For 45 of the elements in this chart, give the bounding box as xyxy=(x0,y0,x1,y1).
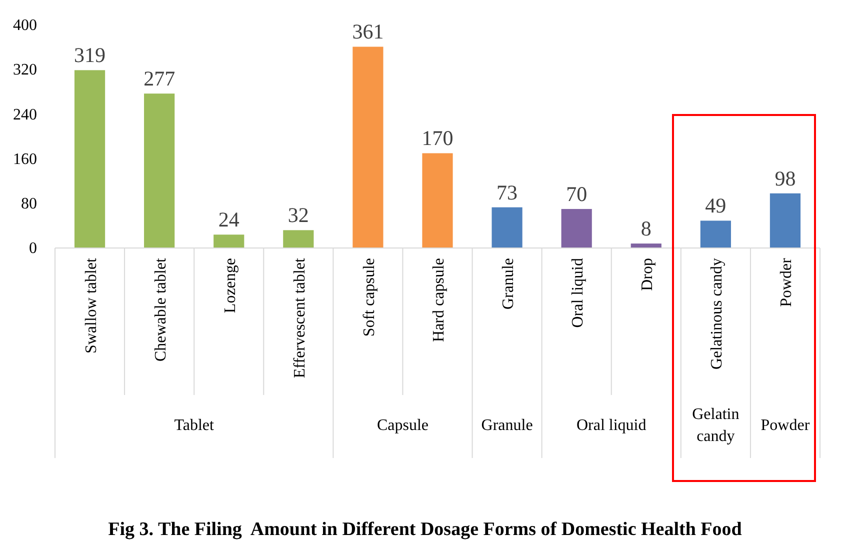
y-tick-label: 320 xyxy=(13,62,37,79)
data-label: 361 xyxy=(352,20,384,44)
data-label: 277 xyxy=(144,66,176,91)
text: Oral liquid xyxy=(576,417,646,434)
x-tick-label: Lozenge xyxy=(222,258,239,314)
text: Capsule xyxy=(376,417,428,434)
data-label: 70 xyxy=(566,182,588,206)
bar xyxy=(144,94,175,248)
x-tick-label: Drop xyxy=(639,258,656,291)
bar xyxy=(214,234,244,248)
y-tick-label: 0 xyxy=(29,240,37,258)
bar xyxy=(352,46,384,248)
y-tick-label: 240 xyxy=(13,106,37,124)
bar xyxy=(283,230,314,248)
text: Gelatin candy xyxy=(692,406,740,445)
data-label: 319 xyxy=(74,43,106,68)
x-tick-label: Hard capsule xyxy=(430,258,448,342)
bar xyxy=(74,70,106,248)
bar xyxy=(492,207,522,248)
data-label: 49 xyxy=(705,194,726,218)
x-tick-label: Effervescent tablet xyxy=(291,257,308,378)
y-tick-label: 160 xyxy=(13,150,37,168)
bar xyxy=(422,153,453,248)
text: Fig 3. The Filing Amount in Different Dosage Forms of Domestic Health Food xyxy=(108,519,742,540)
x-tick-label: Gelatinous candy xyxy=(708,258,726,370)
bar xyxy=(770,193,801,248)
bar xyxy=(561,208,592,248)
x-tick-label: Powder xyxy=(778,257,796,307)
text: Granule xyxy=(481,417,533,434)
y-tick-label: 80 xyxy=(21,196,37,213)
x-tick-label: Oral liquid xyxy=(570,258,587,328)
x-tick-label: Granule xyxy=(500,258,518,310)
text: Powder xyxy=(760,417,810,434)
data-label: 98 xyxy=(774,166,796,190)
data-label: 32 xyxy=(288,203,309,228)
x-tick-label: Soft capsule xyxy=(360,258,378,337)
data-label: 170 xyxy=(422,126,454,150)
bar xyxy=(700,220,731,248)
y-tick-label: 400 xyxy=(13,17,37,34)
data-label: 8 xyxy=(640,216,652,241)
data-label: 24 xyxy=(218,208,240,232)
data-label: 73 xyxy=(496,180,518,204)
text: Tablet xyxy=(174,417,215,434)
x-tick-label: Chewable tablet xyxy=(152,257,170,362)
x-tick-label: Swallow tablet xyxy=(82,257,100,354)
